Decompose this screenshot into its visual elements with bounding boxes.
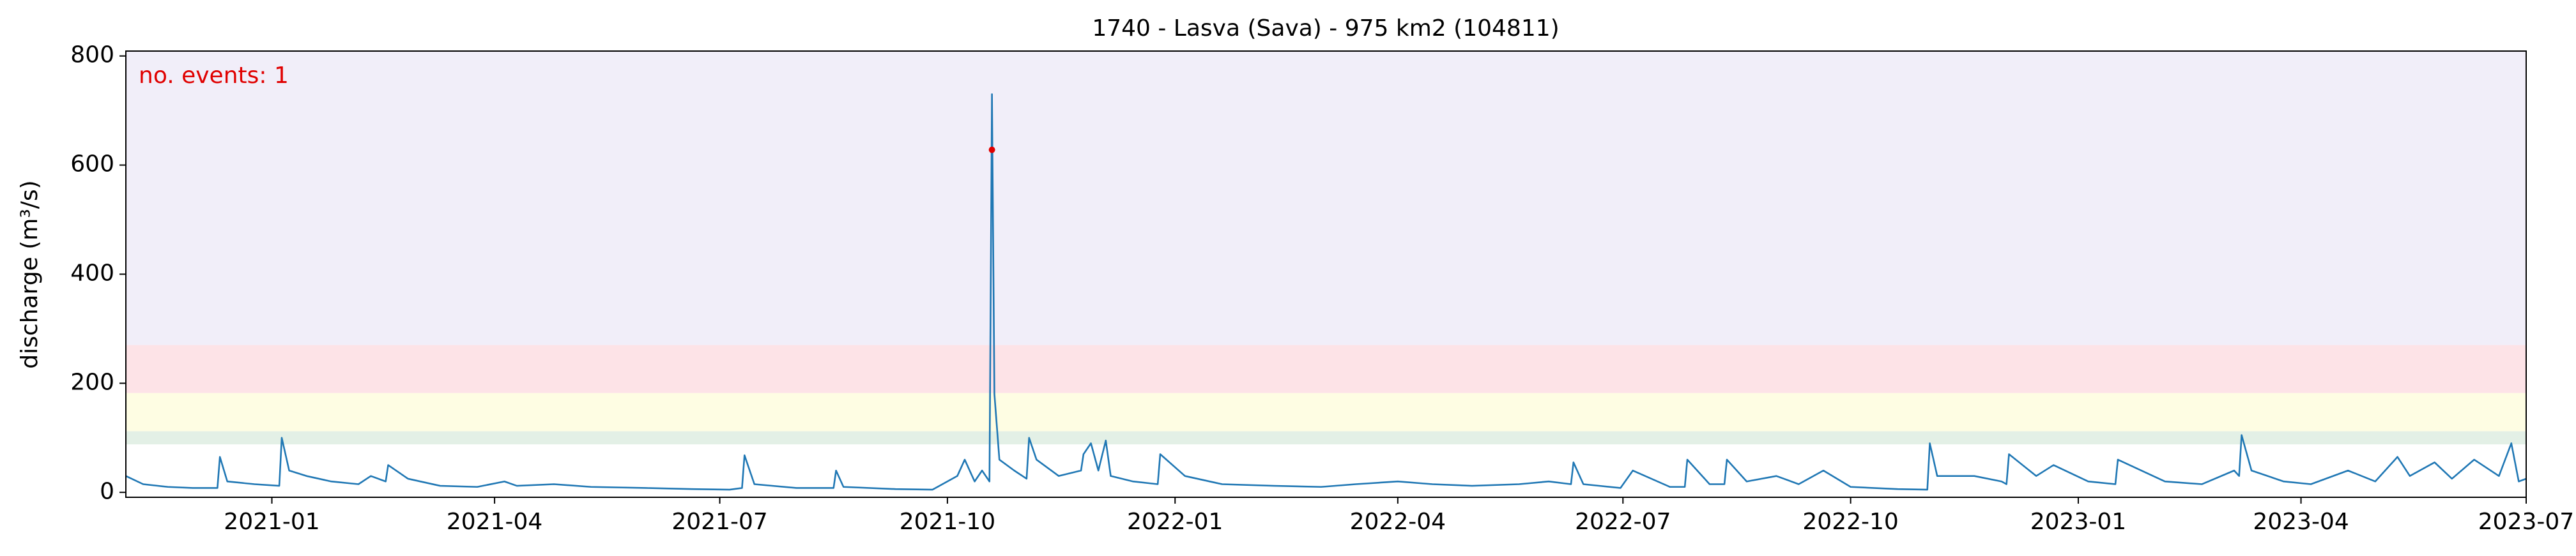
threshold-band (126, 345, 2526, 393)
x-tick-label: 2023-07 (2478, 509, 2574, 535)
threshold-band (126, 431, 2526, 445)
y-tick-label: 800 (70, 42, 114, 68)
plot-area (125, 51, 2527, 491)
y-tick-label: 0 (100, 478, 114, 504)
data-line (125, 93, 2527, 491)
threshold-band (126, 393, 2526, 432)
x-tick-label: 2023-04 (2253, 509, 2349, 535)
annotation: no. events: 1 (139, 63, 289, 89)
event-marker (988, 146, 995, 153)
chart-title: 1740 - Lasva (Sava) - 975 km2 (104811) (1092, 15, 1559, 41)
y-tick-label: 200 (70, 369, 114, 395)
x-tick-label: 2021-01 (224, 509, 319, 535)
y-axis-label: discharge (m³/s) (17, 180, 43, 368)
x-tick-label: 2021-07 (671, 509, 767, 535)
x-tick-label: 2022-10 (1802, 509, 1898, 535)
x-tick-label: 2021-10 (900, 509, 995, 535)
x-tick-label: 2023-01 (2030, 509, 2126, 535)
x-tick-label: 2022-01 (1127, 509, 1223, 535)
x-tick-label: 2022-04 (1350, 509, 1446, 535)
y-tick-label: 400 (70, 260, 114, 287)
x-tick-label: 2022-07 (1575, 509, 1671, 535)
x-tick-label: 2021-04 (447, 509, 542, 535)
y-tick-label: 600 (70, 151, 114, 177)
axes-frame (125, 50, 2527, 498)
threshold-band (126, 51, 2526, 345)
